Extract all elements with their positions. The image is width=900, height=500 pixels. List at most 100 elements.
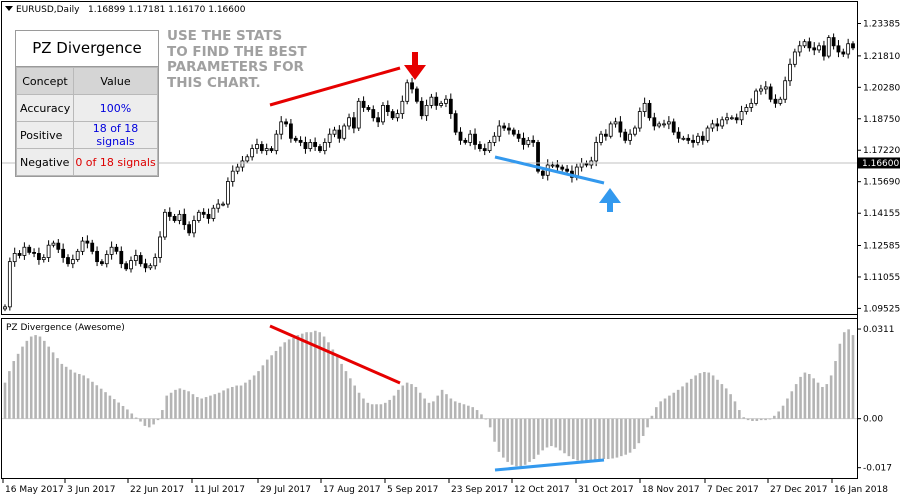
up-arrow-icon [599, 188, 621, 212]
bearish-divergence-line-price [269, 66, 401, 107]
histogram-bar [279, 346, 282, 419]
price-tick-label: 1.23385 [863, 20, 900, 30]
histogram-bar [803, 372, 807, 419]
histogram-bar [349, 378, 352, 419]
candle-body [754, 90, 758, 104]
histogram-bar [746, 418, 750, 421]
candle-body [22, 246, 27, 256]
histogram-bar [95, 385, 99, 419]
histogram-bar [296, 335, 300, 419]
candle-body [100, 261, 104, 265]
stats-panel-title: PZ Divergence [16, 31, 158, 67]
date-tick-label: 3 Jun 2017 [67, 485, 115, 495]
histogram-bar [43, 340, 46, 419]
candle-body [681, 137, 686, 140]
histogram-bar [51, 352, 55, 419]
price-tick-label: 1.14155 [863, 209, 900, 219]
histogram-bar [91, 381, 94, 419]
candle-body [676, 131, 681, 139]
candle-body [729, 117, 734, 120]
histogram-bar [252, 375, 256, 419]
candle-body [216, 203, 221, 209]
candle-body [250, 148, 255, 158]
candle-body [468, 133, 473, 143]
candle-body [560, 166, 565, 170]
bullish-divergence-line-indicator [494, 458, 605, 472]
histogram-bar [781, 405, 785, 419]
candle-body [376, 117, 381, 123]
price-tick-label: 1.18750 [863, 115, 900, 125]
chevron-down-icon[interactable] [5, 6, 13, 11]
candle-body [458, 131, 463, 141]
candle-body [734, 117, 739, 121]
histogram-bar [440, 389, 444, 419]
indicator-window[interactable] [1, 318, 858, 479]
histogram-bar [274, 350, 278, 419]
candle-body [12, 253, 17, 263]
histogram-bar [432, 401, 435, 419]
date-tick-label: 16 Jan 2018 [834, 485, 888, 495]
candle-body [710, 123, 715, 129]
candle-body [284, 121, 288, 125]
candle-body [623, 131, 628, 141]
price-tick-label: 1.09525 [863, 304, 900, 314]
candle-body [802, 41, 807, 47]
histogram-bar [589, 418, 593, 462]
histogram-bar [567, 418, 571, 457]
candle-body [405, 82, 410, 102]
histogram-bar [405, 382, 409, 419]
histogram-bar [370, 404, 374, 419]
histogram-bar [230, 386, 234, 419]
histogram-bar [729, 394, 732, 419]
candle-body [201, 211, 206, 215]
symbol-label: EURUSD,Daily [16, 5, 80, 15]
histogram-bar [689, 378, 693, 419]
histogram-bar [720, 384, 724, 419]
candle-body [85, 240, 90, 244]
price-tick-label: 1.21810 [863, 52, 900, 62]
candle-body [788, 63, 792, 82]
histogram-bar [707, 372, 711, 419]
candle-body [313, 142, 318, 147]
histogram-bar [287, 339, 291, 419]
stats-row-positive: Positive 18 of 18 signals [16, 121, 158, 149]
histogram-bar [799, 376, 802, 419]
histogram-bar [29, 336, 33, 419]
candle-body [390, 111, 395, 119]
candle-body [158, 236, 162, 258]
histogram-bar [703, 371, 706, 419]
histogram-bar [663, 398, 667, 419]
candle-body [536, 142, 540, 172]
histogram-bar [69, 369, 72, 419]
histogram-bar [379, 404, 383, 419]
histogram-bar [764, 418, 767, 421]
candle-body [32, 251, 36, 254]
candle-body [448, 98, 453, 115]
histogram-bar [397, 389, 400, 419]
histogram-bar [152, 418, 155, 425]
candle-body [841, 51, 846, 55]
histogram-bar [794, 384, 798, 419]
date-tick-label: 16 May 2017 [5, 485, 64, 495]
histogram-bar [174, 389, 177, 419]
histogram-bar [126, 409, 129, 419]
histogram-bar [502, 418, 505, 458]
histogram-bar [427, 402, 431, 419]
candle-body [744, 107, 749, 112]
candle-body [114, 246, 119, 252]
candle-body [507, 127, 511, 131]
histogram-bar [672, 392, 676, 419]
histogram-bar [418, 392, 422, 419]
stats-header-row: Concept Value [16, 67, 158, 95]
histogram-bar [64, 366, 68, 419]
candle-body [206, 213, 211, 219]
histogram-bar [134, 417, 138, 419]
histogram-bar [12, 361, 16, 419]
histogram-bar [606, 418, 610, 460]
indicator-tick-label: 0.0311 [863, 325, 895, 335]
candle-body [148, 265, 153, 269]
current-price-box [858, 157, 900, 169]
candle-body [836, 45, 841, 53]
candle-body [444, 98, 448, 104]
histogram-bar [738, 410, 741, 419]
